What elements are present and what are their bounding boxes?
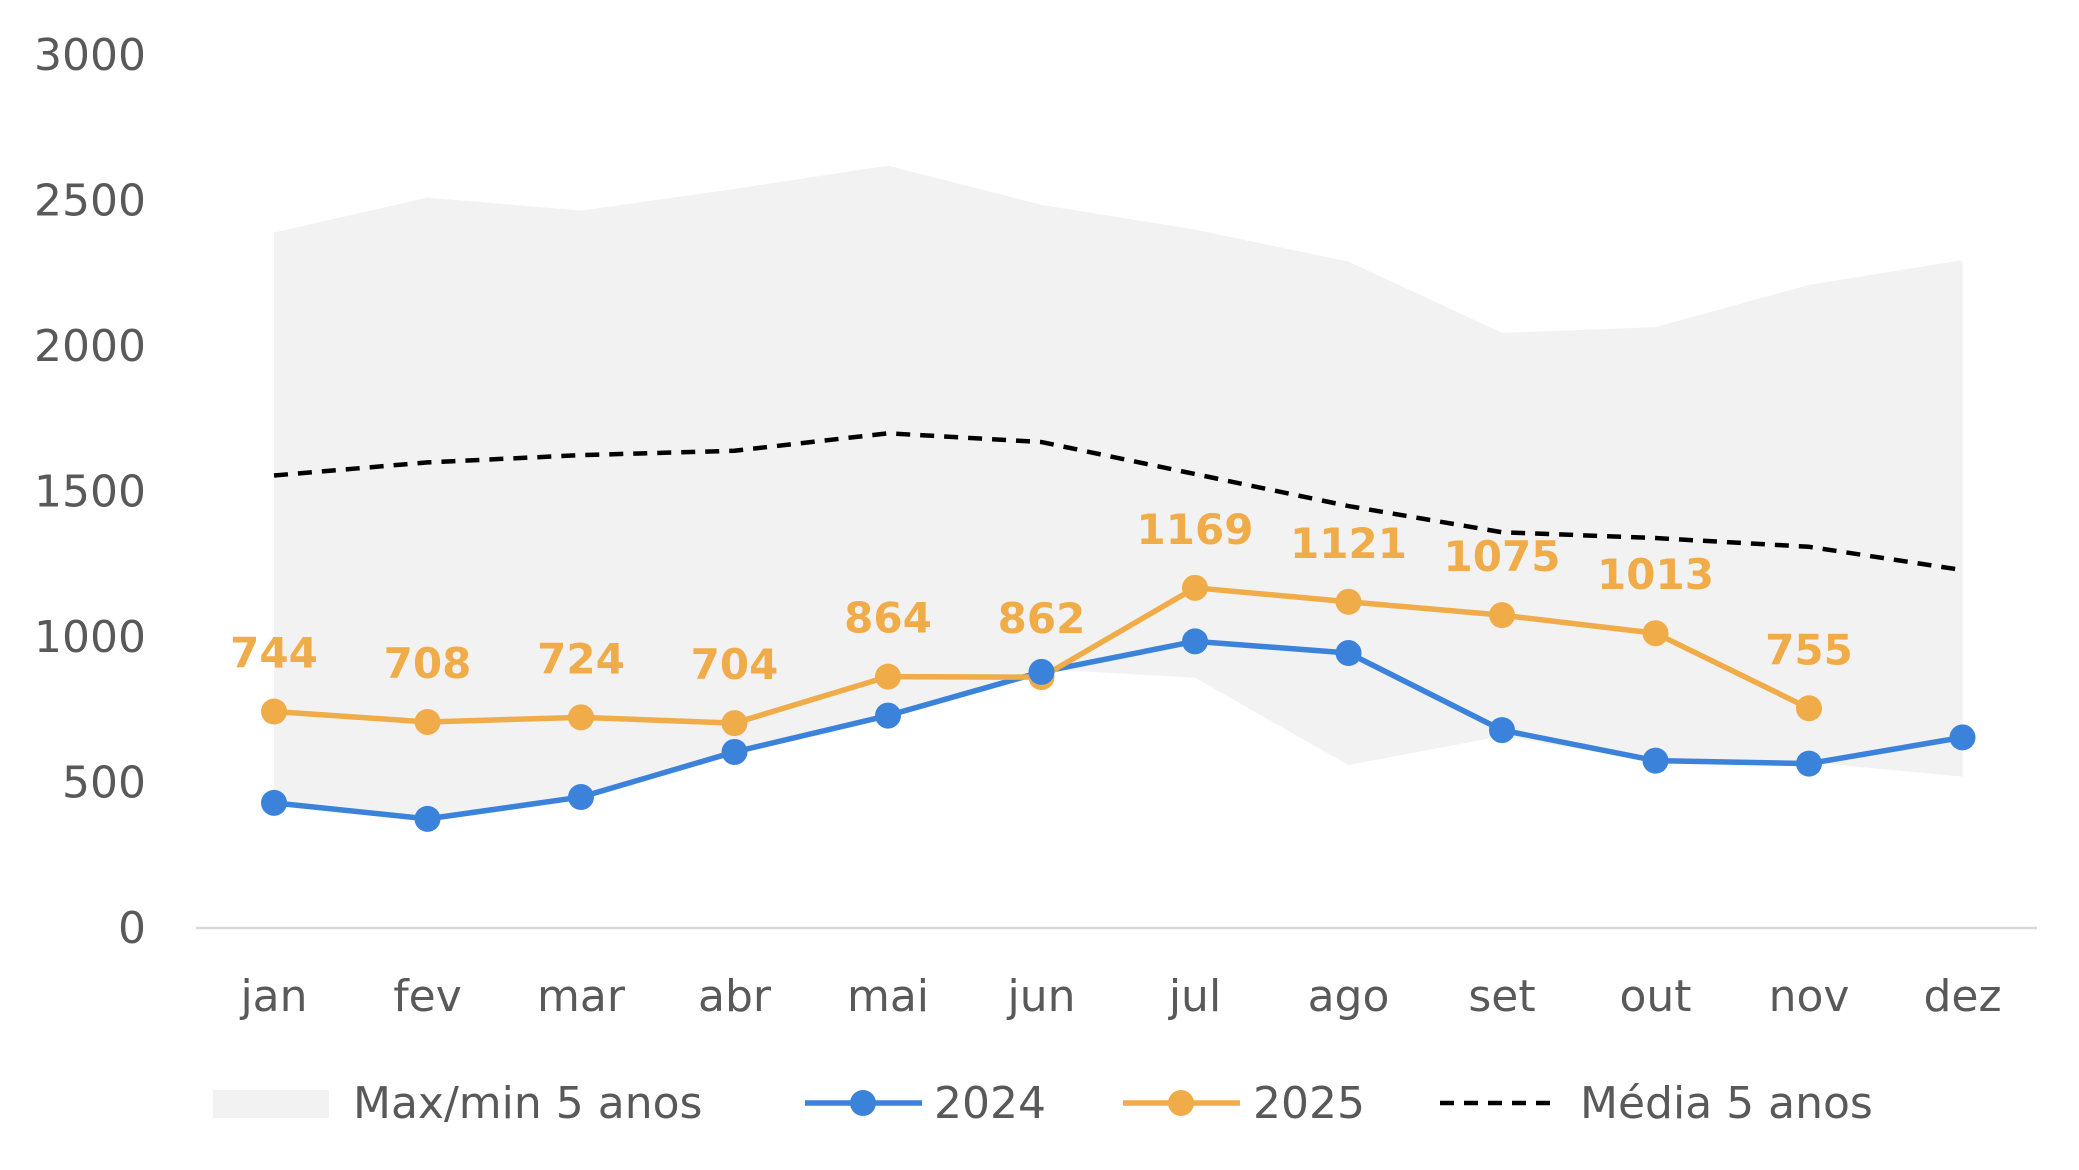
- x-tick-label: out: [1619, 971, 1691, 1022]
- legend-swatch-2024-marker: [850, 1090, 876, 1116]
- data-label-2025: 755: [1765, 625, 1853, 674]
- y-tick-label: 3000: [34, 30, 146, 81]
- series-2024-point: [414, 805, 441, 832]
- series-2024-point: [1182, 628, 1208, 655]
- data-labels: 744 708 724 704 864 862 1169 1121 1075 1013 755: [230, 505, 1853, 689]
- y-tick-label: 1500: [34, 467, 146, 518]
- data-label-2025: 708: [384, 639, 472, 688]
- series-2024-point: [1335, 640, 1362, 667]
- series-2025-point: [1796, 695, 1822, 722]
- series-2025-point: [414, 708, 441, 735]
- axes: 0 500 1000 1500 2000 2500 3000 jan fev mar abr mai j…: [34, 30, 2037, 1022]
- data-label-2025: 1169: [1137, 505, 1254, 554]
- x-tick-label: fev: [393, 971, 462, 1022]
- x-tick-label: mai: [847, 971, 929, 1022]
- data-label-2025: 1013: [1597, 550, 1714, 599]
- series-2024-point: [721, 738, 748, 765]
- data-label-2025: 704: [691, 640, 779, 689]
- series-2024-point: [568, 784, 594, 811]
- data-label-2025: 1121: [1290, 519, 1407, 568]
- legend-label-media: Média 5 anos: [1580, 1078, 1873, 1129]
- data-label-2025: 724: [537, 634, 625, 683]
- series-2025-point: [568, 704, 594, 731]
- legend-label-2024: 2024: [934, 1078, 1046, 1129]
- legend-swatch-band: [213, 1090, 329, 1118]
- series-layer: [261, 431, 1976, 832]
- data-label-2025: 864: [844, 594, 932, 643]
- y-tick-label: 500: [62, 758, 146, 809]
- x-tick-label: jun: [1007, 971, 1076, 1022]
- max-min-band-layer: [274, 165, 1963, 818]
- y-tick-label: 2500: [34, 176, 146, 227]
- legend-label-band: Max/min 5 anos: [353, 1078, 702, 1129]
- x-tick-label: set: [1468, 971, 1535, 1022]
- series-2025-point: [721, 710, 748, 737]
- series-2024-point: [1489, 717, 1515, 744]
- data-label-2025: 744: [230, 628, 318, 677]
- x-tick-label: mar: [537, 971, 626, 1022]
- legend: Max/min 5 anos 2024 2025 Média 5 anos: [213, 1078, 1873, 1129]
- x-tick-label: jan: [239, 971, 307, 1022]
- series-2024-point: [1642, 747, 1669, 774]
- max-min-band: [274, 165, 1963, 818]
- series-2024-line: [271, 638, 1966, 822]
- y-tick-label: 2000: [34, 321, 146, 372]
- series-2024-point: [261, 789, 287, 816]
- series-2024-point: [1796, 750, 1822, 777]
- series-2024-point: [1949, 724, 1976, 751]
- legend-swatch-2025-marker: [1168, 1090, 1194, 1116]
- data-label-2025: 1075: [1444, 532, 1561, 581]
- x-tick-label: jul: [1168, 971, 1221, 1022]
- series-2025-point: [1182, 574, 1208, 601]
- y-tick-label: 1000: [34, 612, 146, 663]
- series-2025-point: [261, 698, 287, 725]
- series-2025-point: [1642, 620, 1669, 647]
- series-2025-point: [1489, 602, 1515, 629]
- series-2024-point: [1028, 658, 1055, 685]
- series-2025-point: [875, 663, 901, 690]
- series-2024-point: [875, 702, 901, 729]
- y-tick-label: 0: [118, 903, 146, 954]
- x-tick-label: abr: [698, 971, 772, 1022]
- series-2025-point: [1335, 588, 1362, 615]
- data-label-2025: 862: [998, 594, 1086, 643]
- x-tick-label: dez: [1923, 971, 2001, 1022]
- media-5-anos-line: [273, 431, 1963, 573]
- x-tick-label: nov: [1769, 971, 1850, 1022]
- x-tick-label: ago: [1308, 971, 1390, 1022]
- legend-label-2025: 2025: [1253, 1078, 1365, 1129]
